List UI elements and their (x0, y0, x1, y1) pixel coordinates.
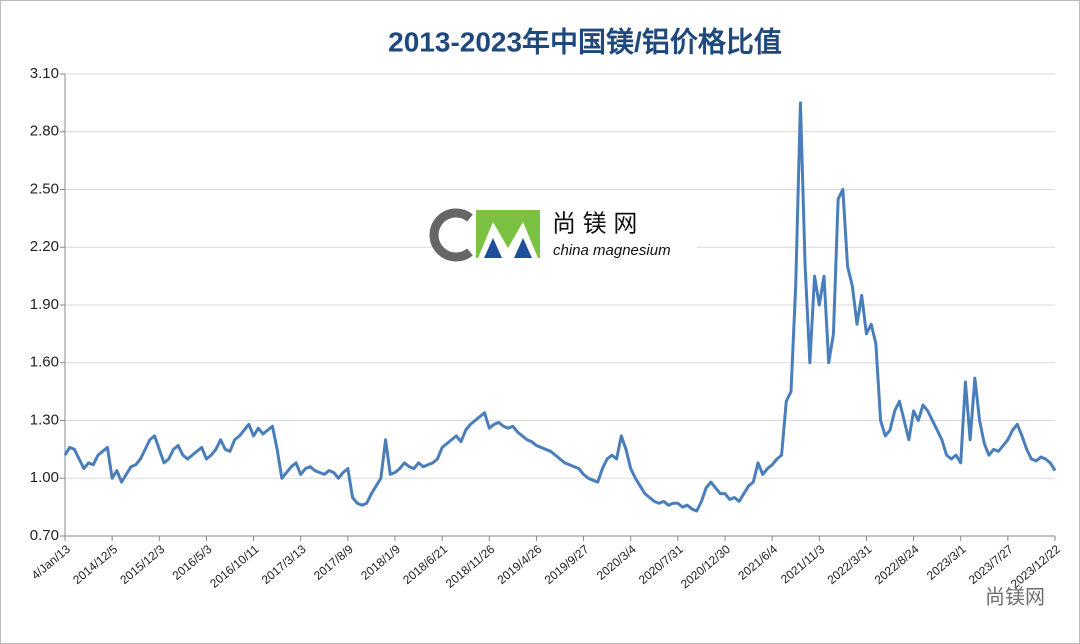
logo-en: china magnesium (553, 242, 671, 259)
logo-cn: 尚 镁 网 (552, 210, 637, 237)
logo: 尚 镁 网 china magnesium (429, 205, 697, 263)
y-tick-label: 1.30 (30, 411, 59, 428)
y-tick-label: 2.20 (30, 238, 59, 255)
logo-c (429, 208, 473, 262)
y-tick-label: 1.90 (30, 296, 59, 313)
y-tick-label: 2.80 (30, 123, 59, 140)
y-tick-label: 1.00 (30, 469, 59, 486)
chart-title: 2013-2023年中国镁/铝价格比值 (388, 25, 782, 57)
series-line (63, 101, 1057, 513)
corner-watermark: 尚镁网 (985, 585, 1045, 608)
y-tick-label: 2.50 (30, 180, 59, 197)
y-tick-label: 0.70 (30, 527, 59, 544)
y-tick-label: 1.60 (30, 354, 59, 371)
y-tick-label: 3.10 (30, 65, 59, 82)
logo-m-inner (484, 238, 532, 258)
